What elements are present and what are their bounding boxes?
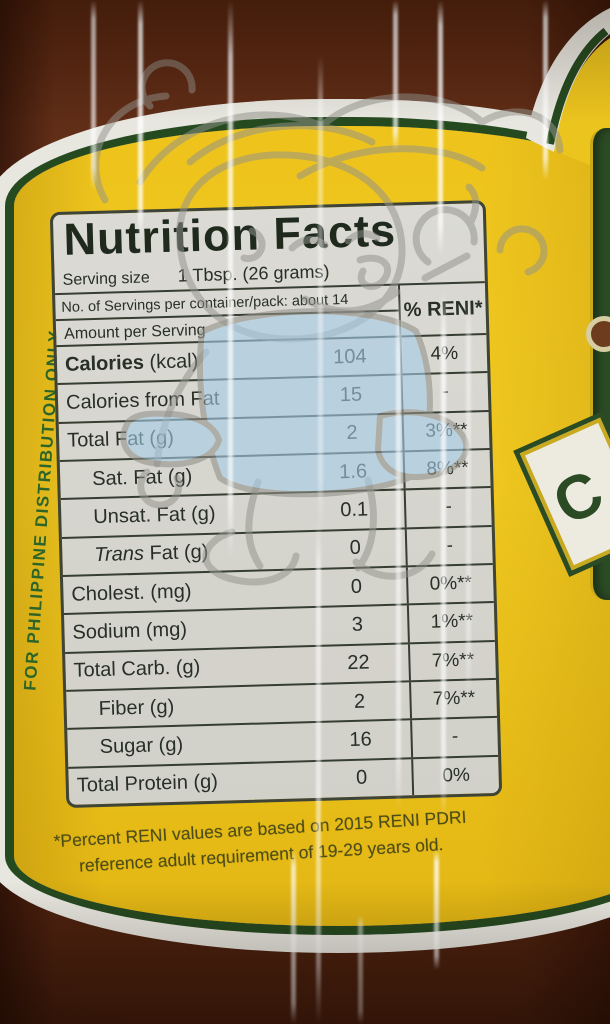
nutrient-amount: 15 bbox=[339, 383, 363, 407]
servings-header-left: No. of Servings per container/pack: abou… bbox=[55, 285, 402, 346]
nutrient-amount: 0.1 bbox=[339, 498, 369, 522]
nutrient-name: Sat. Fat (g) bbox=[60, 462, 308, 492]
nutrient-amount: 1.6 bbox=[338, 460, 368, 483]
nutrient-name-rest: Sugar (g) bbox=[99, 733, 184, 758]
nutrient-name-rest: Cholest. (mg) bbox=[71, 580, 192, 606]
glare-streak bbox=[358, 915, 363, 1024]
nutrient-name: Unsat. Fat (g) bbox=[61, 500, 309, 530]
nutrient-name-rest: Sodium (mg) bbox=[72, 618, 188, 644]
nutrient-name-rest: Total Fat (g) bbox=[66, 427, 175, 453]
nutrient-percent: 7%** bbox=[432, 687, 476, 710]
nutrient-percent: - bbox=[445, 496, 453, 518]
nutrient-name-rest: Total Carb. (g) bbox=[73, 656, 201, 682]
nutrient-amount: 0 bbox=[355, 766, 368, 790]
nutrient-percent: 1%** bbox=[430, 611, 474, 634]
nutrient-percent: 8%** bbox=[426, 457, 469, 480]
nutrient-name: Total Protein (g) bbox=[68, 768, 316, 798]
corner-green-line bbox=[546, 27, 609, 145]
nutrient-amount: 2 bbox=[353, 690, 366, 713]
nutrition-facts-panel: Nutrition Facts Serving size 1 Tbsp. (26… bbox=[49, 200, 503, 808]
front-label-banner-letter: C bbox=[542, 456, 610, 539]
nutrient-amount: 0 bbox=[349, 536, 362, 560]
serving-size-value: 1 Tbsp. (26 grams) bbox=[177, 261, 330, 286]
nutrient-percent: 3%** bbox=[425, 419, 468, 442]
nutrient-name-rest: Fiber (g) bbox=[98, 695, 175, 720]
nutrition-rows: Calories (kcal) 104 4% Calories from Fat… bbox=[56, 335, 500, 805]
nutrient-name-rest: Calories from Fat bbox=[65, 387, 220, 414]
nutrient-name-rest: Fat (g) bbox=[143, 541, 209, 565]
nutrient-percent: 0%** bbox=[429, 572, 473, 595]
nutrient-percent: - bbox=[441, 381, 449, 403]
nutrient-amount: 0 bbox=[350, 575, 363, 598]
nutrient-name-rest: (kcal) bbox=[143, 349, 199, 374]
nutrient-amount: 22 bbox=[347, 651, 370, 675]
nutrient-amount: 104 bbox=[332, 345, 367, 368]
percent-reni-header: % RENI* bbox=[403, 296, 483, 321]
nutrient-amount: 3 bbox=[351, 613, 364, 636]
nutrient-name: Calories from Fat bbox=[58, 385, 306, 415]
front-label-logo-circle bbox=[586, 316, 610, 352]
nutrient-percent: - bbox=[446, 534, 454, 557]
nutrient-name: Sugar (g) bbox=[67, 730, 315, 760]
nutrient-name: Calories (kcal) bbox=[57, 347, 305, 377]
nutrient-name: Fiber (g) bbox=[66, 692, 314, 722]
nutrient-amount: 2 bbox=[346, 422, 358, 445]
nutrient-name-rest: Total Protein (g) bbox=[76, 771, 219, 797]
nutrient-amount: 16 bbox=[349, 728, 373, 751]
nutrient-name-rest: Unsat. Fat (g) bbox=[92, 502, 216, 529]
nutrient-name-lead: Trans bbox=[94, 543, 145, 567]
nutrient-name: Sodium (mg) bbox=[64, 615, 312, 645]
serving-size-label: Serving size bbox=[62, 269, 151, 289]
nutrient-name-rest: Sat. Fat (g) bbox=[91, 464, 193, 490]
nutrient-percent: 7%** bbox=[431, 649, 475, 672]
nutrient-percent: 4% bbox=[430, 343, 459, 365]
nutrient-name: Total Carb. (g) bbox=[65, 653, 313, 683]
nutrient-name-lead: Calories bbox=[64, 351, 145, 376]
nutrient-name: Cholest. (mg) bbox=[63, 577, 311, 607]
nutrient-name: Total Fat (g) bbox=[59, 423, 307, 453]
nutrient-percent: - bbox=[451, 726, 459, 748]
nutrient-percent: 0% bbox=[442, 764, 471, 787]
nutrient-name: Trans Fat (g) bbox=[62, 538, 310, 568]
